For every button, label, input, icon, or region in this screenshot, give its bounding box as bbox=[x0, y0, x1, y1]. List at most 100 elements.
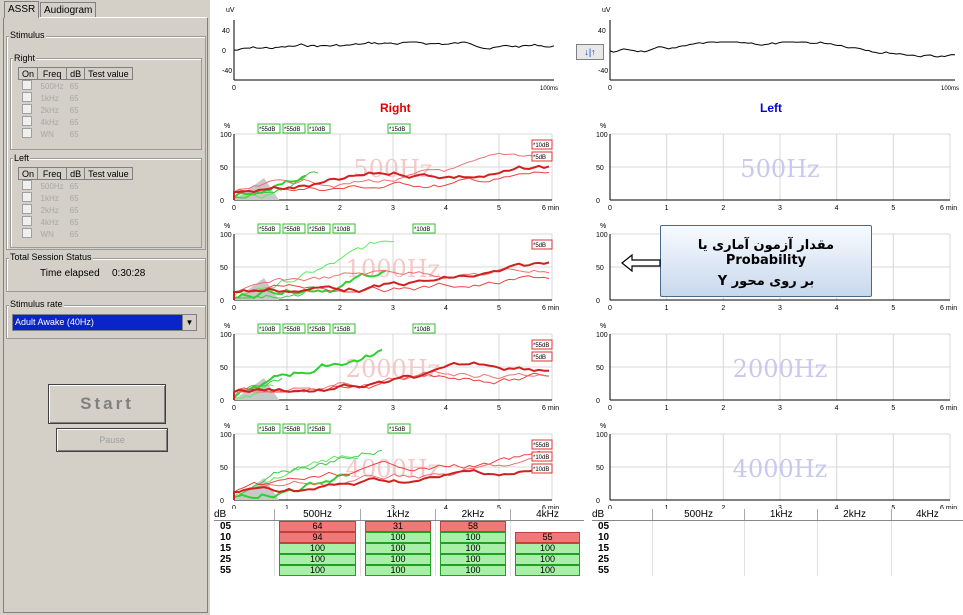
result-value: 100 bbox=[365, 532, 432, 543]
response-trace-refer bbox=[233, 275, 550, 300]
table-header-row: dB 500Hz 1kHz 2kHz 4kHz bbox=[214, 509, 584, 521]
col-test-value: Test value bbox=[84, 167, 133, 180]
plot-ylabel: % bbox=[224, 123, 230, 130]
threshold-tag-pass: *15dB bbox=[334, 327, 350, 333]
stimulus-rate-select[interactable]: Adult Awake (40Hz) ▼ bbox=[12, 314, 197, 331]
result-value: 100 bbox=[514, 565, 580, 576]
plot-xtick: 1 bbox=[285, 505, 289, 510]
threshold-tag-pass-box bbox=[307, 323, 331, 334]
plot-xtick: 0 bbox=[232, 205, 236, 212]
empty-cell bbox=[744, 554, 818, 565]
pause-button[interactable]: Pause bbox=[56, 428, 168, 452]
plot-ytick: 50 bbox=[596, 265, 604, 272]
chevron-down-icon[interactable]: ▼ bbox=[182, 315, 196, 330]
plot-xtick: 5 bbox=[891, 205, 895, 212]
threshold-tag-pass-box bbox=[332, 323, 356, 334]
on-checkbox[interactable] bbox=[21, 80, 32, 90]
plot-ytick: 0 bbox=[220, 398, 224, 405]
result-value: 58 bbox=[440, 521, 506, 532]
empty-cell bbox=[744, 520, 818, 532]
plot-xtick: 6 min bbox=[940, 305, 957, 312]
db-level-cell: 05 bbox=[220, 521, 232, 532]
freq-cell: 2kHz bbox=[40, 205, 59, 215]
eeg-xtick: 0 bbox=[232, 85, 236, 92]
plot-xtick: 3 bbox=[778, 505, 782, 510]
result-cell: 100 bbox=[360, 543, 436, 554]
eeg-ytick: 0 bbox=[222, 48, 226, 55]
plot-right-1000Hz: 0 1 2 3 4 5 6 min% 100 50 0 1000Hz *55dB *55dB *25dB *… bbox=[220, 223, 559, 312]
result-value: 100 bbox=[440, 554, 506, 565]
empty-cell bbox=[651, 543, 745, 554]
freq-cell: 4kHz bbox=[40, 117, 59, 127]
stimulus-right-table: On Freq dB Test value 500Hz 65 1kHz 65 2kHz 65… bbox=[17, 67, 133, 140]
on-checkbox[interactable] bbox=[21, 116, 32, 126]
threshold-tag-pass-box bbox=[387, 423, 411, 434]
response-trace-pass bbox=[233, 449, 383, 500]
threshold-tag-refer-box bbox=[531, 451, 553, 462]
annotation-line-1: مقدار آزمون آماری یا Probability bbox=[697, 238, 835, 268]
empty-cell bbox=[744, 565, 818, 576]
threshold-tag-refer-box bbox=[531, 463, 553, 474]
db-level-cell: 55 bbox=[598, 565, 610, 576]
on-checkbox[interactable] bbox=[21, 92, 32, 102]
on-checkbox[interactable] bbox=[21, 180, 32, 190]
start-button[interactable]: Start bbox=[48, 384, 166, 424]
threshold-tag-pass-box bbox=[412, 223, 436, 234]
result-cell: 100 bbox=[509, 543, 584, 554]
on-checkbox[interactable] bbox=[21, 204, 32, 214]
response-trace-refer bbox=[233, 361, 549, 400]
result-value: 100 bbox=[365, 554, 432, 565]
plot-xtick: 1 bbox=[665, 405, 669, 412]
swap-ears-button[interactable]: ↓|↑ bbox=[576, 44, 604, 60]
col-freq: Freq bbox=[37, 67, 68, 80]
plot-ylabel: % bbox=[224, 223, 230, 230]
table-row: 500Hz 65 bbox=[19, 180, 133, 193]
on-checkbox[interactable] bbox=[21, 192, 32, 202]
plot-xtick: 4 bbox=[835, 205, 839, 212]
plot-xtick: 5 bbox=[891, 405, 895, 412]
on-checkbox[interactable] bbox=[21, 128, 32, 138]
tab-audiogram[interactable]: Audiogram bbox=[40, 2, 97, 18]
threshold-tag-pass: *55dB bbox=[284, 327, 300, 333]
plot-ytick: 100 bbox=[220, 132, 232, 139]
stimulus-left-label: Left bbox=[13, 153, 31, 163]
plot-xtick: 3 bbox=[391, 205, 395, 212]
threshold-tag-refer-box bbox=[531, 339, 553, 350]
plot-xtick: 4 bbox=[444, 405, 448, 412]
plot-xtick: 4 bbox=[444, 205, 448, 212]
table-row: 15 bbox=[592, 543, 963, 554]
col-test-value: Test value bbox=[84, 67, 133, 80]
eeg-ytick: 40 bbox=[598, 28, 606, 35]
threshold-tag-refer: *55dB bbox=[533, 343, 549, 349]
on-checkbox[interactable] bbox=[21, 228, 32, 238]
col-on: On bbox=[17, 67, 39, 80]
arrow-left-icon bbox=[621, 253, 661, 273]
freq-cell: 4kHz bbox=[40, 217, 59, 227]
tab-assr[interactable]: ASSR bbox=[4, 1, 40, 18]
result-cell: 100 bbox=[435, 554, 511, 565]
empty-cell bbox=[890, 565, 963, 576]
plot-xtick: 0 bbox=[608, 405, 612, 412]
threshold-tag-pass-box bbox=[307, 123, 331, 134]
stimulus-right-label: Right bbox=[13, 53, 37, 63]
plot-xtick: 3 bbox=[778, 405, 782, 412]
plot-ytick: 0 bbox=[596, 498, 600, 505]
empty-cell bbox=[651, 532, 745, 543]
threshold-tag-refer: *10dB bbox=[533, 455, 549, 461]
plot-ylabel: % bbox=[600, 423, 606, 430]
threshold-tag-refer: *55dB bbox=[533, 443, 549, 449]
plot-xtick: 2 bbox=[721, 305, 725, 312]
empty-cell bbox=[651, 520, 745, 532]
db-column-header: dB bbox=[214, 509, 275, 521]
response-trace-refer bbox=[233, 450, 550, 500]
col-db: dB bbox=[66, 167, 86, 180]
plot-ytick: 100 bbox=[596, 332, 608, 339]
eeg-trace-left bbox=[609, 41, 956, 58]
on-checkbox[interactable] bbox=[21, 104, 32, 114]
empty-cell bbox=[744, 532, 818, 543]
plot-xtick: 1 bbox=[665, 305, 669, 312]
on-checkbox[interactable] bbox=[21, 216, 32, 226]
threshold-tag-refer: *5dB bbox=[533, 355, 546, 361]
frequency-column-header: 2kHz bbox=[817, 509, 892, 521]
